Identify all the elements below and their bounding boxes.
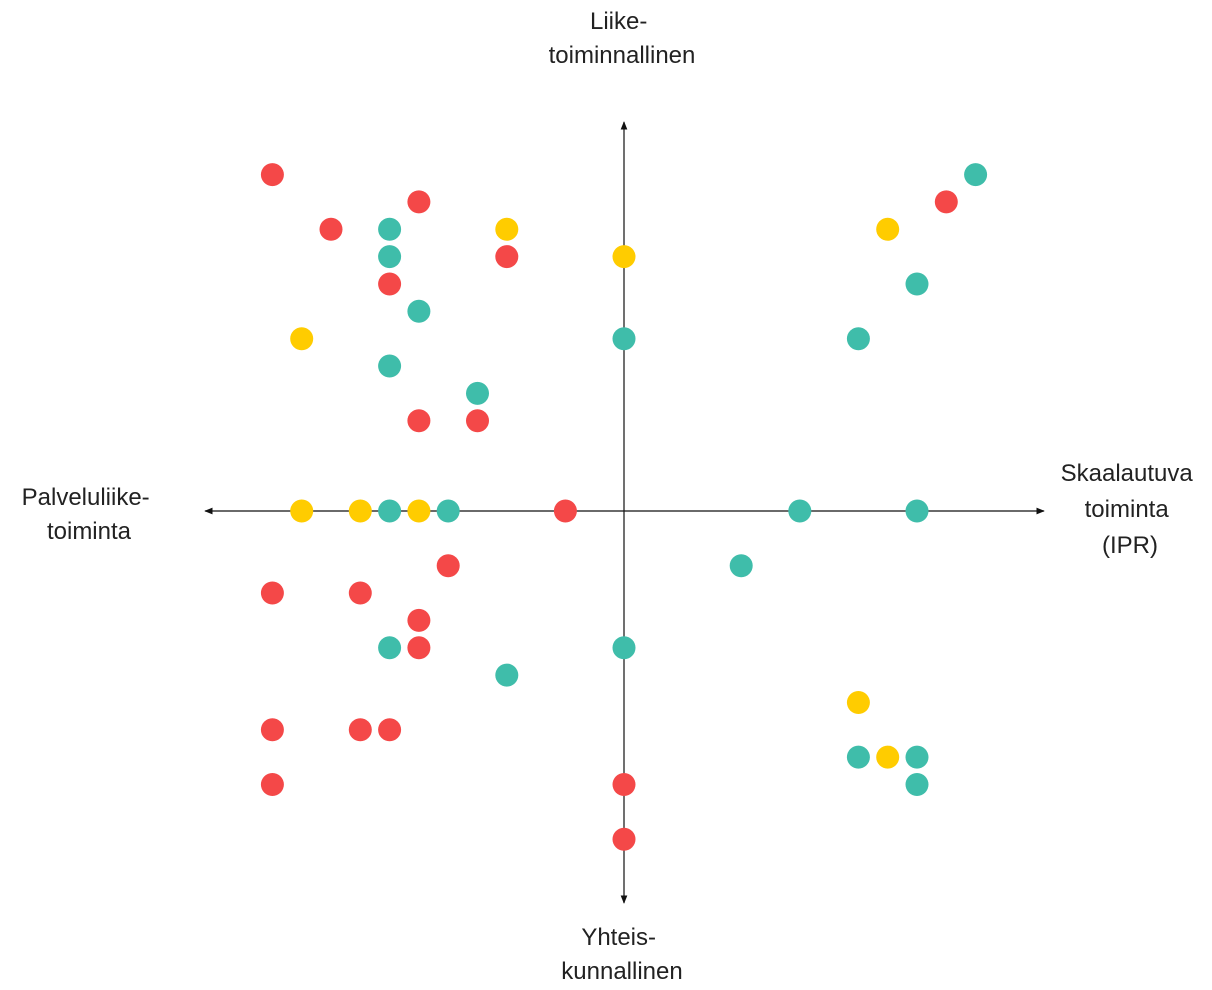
right-axis-label-line-2: toiminta [1085, 496, 1170, 523]
bottom-axis-label-line-1: Yhteis- [581, 924, 656, 951]
scatter-point-yellow-43 [876, 745, 900, 769]
scatter-point-teal-30 [729, 554, 753, 578]
scatter-point-teal-36 [612, 636, 636, 660]
scatter-point-red-0 [260, 163, 284, 187]
scatter-point-yellow-22 [348, 499, 372, 523]
left-axis-label: Palveluliike- toiminta [22, 484, 157, 545]
scatter-point-red-8 [378, 272, 402, 296]
scatter-point-red-6 [495, 245, 519, 269]
right-axis-label: Skaalautuva toiminta (IPR) [1061, 460, 1200, 559]
scatter-point-teal-16 [964, 163, 988, 187]
scatter-point-teal-44 [905, 745, 929, 769]
scatter-point-red-29 [436, 554, 460, 578]
scatter-point-yellow-4 [495, 217, 519, 241]
scatter-point-teal-37 [495, 663, 519, 687]
points-layer [260, 163, 988, 851]
scatter-point-teal-11 [612, 327, 636, 351]
scatter-point-red-31 [260, 581, 284, 605]
scatter-point-teal-34 [378, 636, 402, 660]
scatter-point-red-48 [612, 827, 636, 851]
scatter-point-red-46 [260, 773, 284, 796]
scatter-point-red-35 [407, 636, 431, 660]
scatter-point-teal-45 [905, 773, 929, 796]
scatter-point-red-1 [407, 190, 431, 214]
scatter-point-red-14 [407, 409, 431, 433]
scatter-point-yellow-18 [876, 217, 900, 241]
scatter-point-teal-19 [905, 272, 929, 296]
scatter-point-teal-12 [378, 354, 402, 378]
scatter-point-teal-42 [846, 745, 870, 769]
scatter-point-yellow-21 [290, 499, 314, 523]
top-axis-label-line-2: toiminnallinen [549, 42, 696, 69]
scatter-point-teal-5 [378, 245, 402, 269]
axis-labels: Liike- toiminnallinen Yhteis- kunnalline… [22, 8, 1200, 985]
scatter-point-teal-28 [905, 499, 929, 523]
scatter-point-red-40 [348, 718, 372, 742]
scatter-point-red-33 [407, 608, 431, 632]
scatter-point-teal-3 [378, 217, 402, 241]
left-axis-label-line-1: Palveluliike- [22, 484, 150, 511]
scatter-point-teal-23 [378, 499, 402, 523]
scatter-point-red-39 [260, 718, 284, 742]
scatter-point-red-2 [319, 217, 343, 241]
scatter-point-red-41 [378, 718, 402, 742]
scatter-point-red-15 [466, 409, 489, 433]
bottom-axis-label: Yhteis- kunnallinen [561, 924, 682, 985]
scatter-point-yellow-24 [407, 499, 431, 523]
top-axis-label-line-1: Liike- [590, 8, 647, 35]
scatter-point-teal-13 [466, 381, 489, 405]
left-axis-label-line-2: toiminta [47, 518, 132, 545]
scatter-point-yellow-7 [612, 245, 636, 269]
scatter-point-teal-27 [788, 499, 812, 523]
scatter-point-red-26 [553, 499, 577, 523]
bottom-axis-label-line-2: kunnallinen [561, 958, 682, 985]
right-axis-label-line-3: (IPR) [1102, 532, 1158, 559]
scatter-point-teal-25 [436, 499, 460, 523]
scatter-point-red-17 [934, 190, 958, 214]
scatter-point-red-47 [612, 773, 636, 796]
scatter-point-teal-20 [846, 327, 870, 351]
scatter-point-red-32 [348, 581, 372, 605]
right-axis-label-line-1: Skaalautuva [1061, 460, 1194, 487]
top-axis-label: Liike- toiminnallinen [549, 8, 696, 69]
scatter-point-yellow-10 [290, 327, 314, 351]
scatter-point-teal-9 [407, 299, 431, 323]
scatter-point-yellow-38 [846, 691, 870, 714]
